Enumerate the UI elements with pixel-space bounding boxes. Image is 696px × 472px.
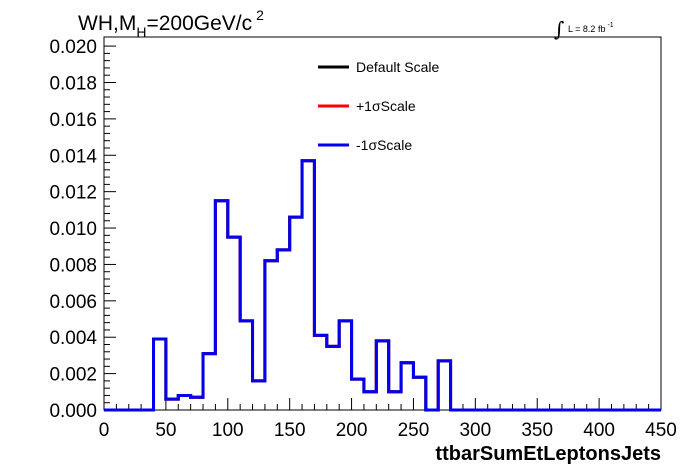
y-tick-label: 0.012 bbox=[49, 183, 97, 204]
y-tick-label: 0.020 bbox=[49, 37, 97, 58]
y-tick-label: 0.004 bbox=[49, 328, 97, 349]
x-axis: 0 50 100 150 200 250 300 350 400 450 bbox=[99, 398, 677, 441]
x-tick-label: 100 bbox=[212, 420, 244, 441]
y-tick-label: 0.000 bbox=[49, 401, 97, 422]
legend-label-plus-sigma: +1σScale bbox=[356, 98, 416, 114]
x-tick-label: 350 bbox=[521, 420, 553, 441]
title-main: WH,M bbox=[78, 12, 136, 35]
legend-label-minus-sigma: -1σScale bbox=[356, 137, 412, 153]
x-tick-label: 400 bbox=[583, 420, 615, 441]
legend-label-default-scale: Default Scale bbox=[356, 59, 439, 75]
x-tick-label: 50 bbox=[155, 420, 176, 441]
x-tick-label: 150 bbox=[274, 420, 306, 441]
y-tick-label: 0.014 bbox=[49, 146, 97, 167]
chart-title: WH,MH=200GeV/c 2 bbox=[78, 7, 264, 40]
lumi-label: L = 8.2 fb -1 bbox=[568, 22, 614, 34]
x-axis-label: ttbarSumEtLeptonsJets bbox=[435, 443, 661, 465]
lumi-integral-symbol: ∫ bbox=[554, 17, 564, 41]
title-rest: =200GeV/c bbox=[146, 12, 252, 35]
lumi-superscript: -1 bbox=[607, 22, 613, 29]
y-tick-label: 0.018 bbox=[49, 73, 97, 94]
title-superscript: 2 bbox=[256, 7, 264, 23]
y-tick-label: 0.002 bbox=[49, 365, 97, 386]
y-tick-label: 0.008 bbox=[49, 255, 97, 276]
series-line-0 bbox=[104, 159, 661, 412]
histogram-series bbox=[104, 159, 661, 412]
x-tick-label: 0 bbox=[99, 420, 110, 441]
lumi-text: L = 8.2 fb bbox=[568, 24, 605, 34]
legend: Default Scale +1σScale -1σScale bbox=[318, 59, 439, 153]
series-line-1 bbox=[104, 159, 661, 412]
series-line-2 bbox=[104, 159, 661, 412]
y-tick-label: 0.006 bbox=[49, 292, 97, 313]
y-tick-label: 0.010 bbox=[49, 219, 97, 240]
plot-frame bbox=[103, 36, 662, 411]
title-subscript: H bbox=[136, 24, 146, 40]
x-tick-label: 200 bbox=[336, 420, 368, 441]
x-tick-label: 250 bbox=[398, 420, 430, 441]
x-tick-label: 300 bbox=[459, 420, 491, 441]
x-tick-label: 450 bbox=[645, 420, 677, 441]
y-axis: 0.000 0.002 0.004 0.006 0.008 0.010 0.012 0.014… bbox=[49, 37, 116, 422]
y-tick-label: 0.016 bbox=[49, 110, 97, 131]
